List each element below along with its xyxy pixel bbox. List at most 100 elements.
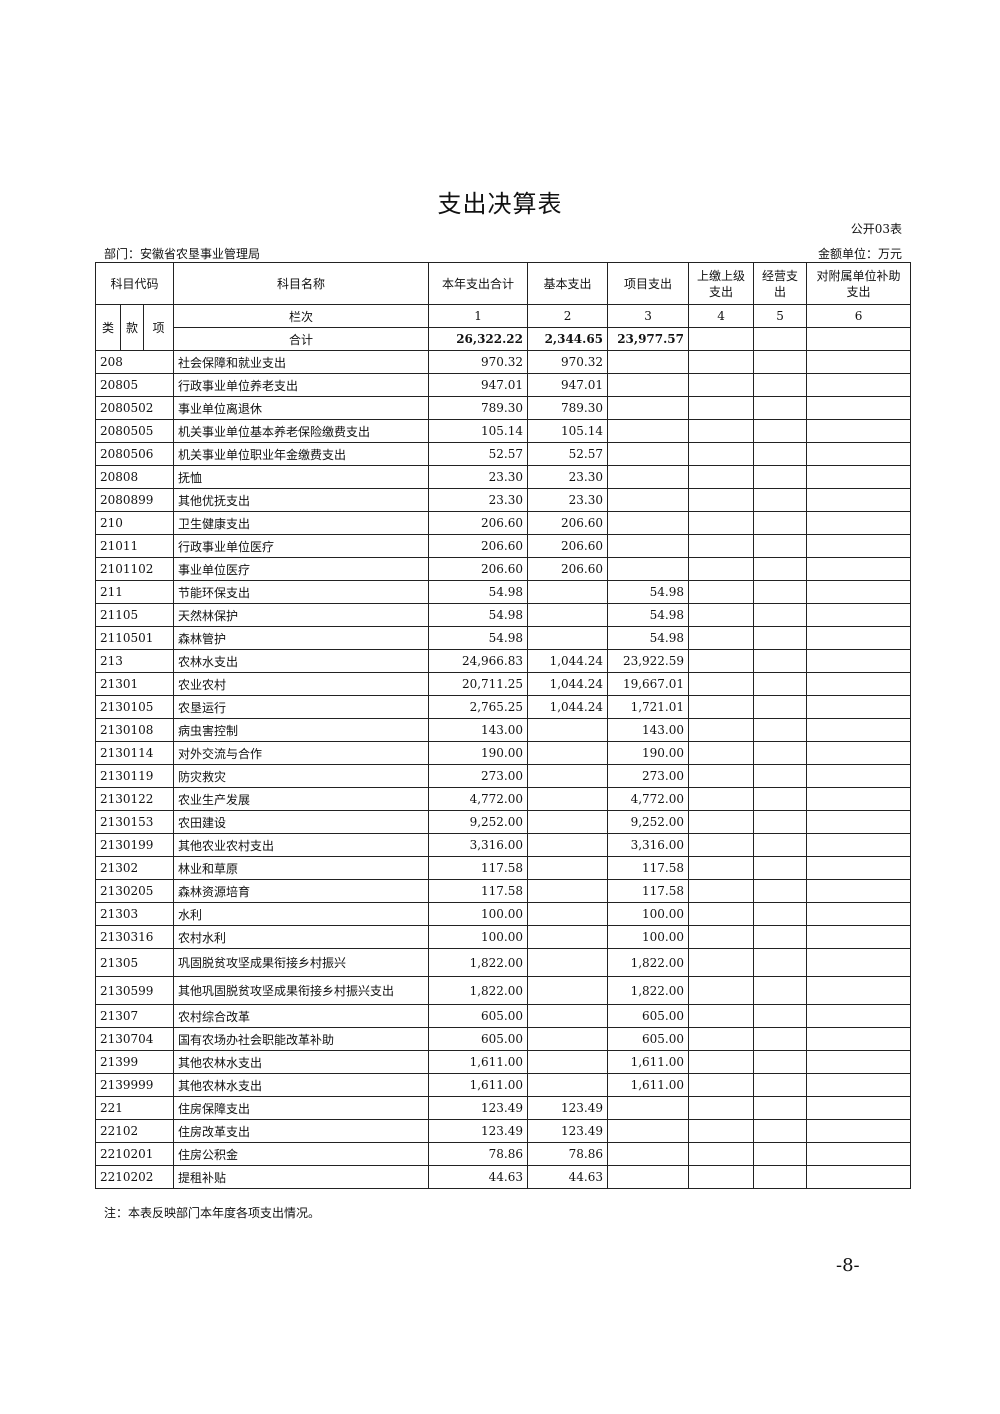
row-operating <box>753 879 808 903</box>
row-total: 117.58 <box>428 856 529 880</box>
amount-unit: 金额单位：万元 <box>817 247 902 261</box>
table-row: 2130316 农村水利 100.00 100.00 <box>94 925 912 949</box>
row-operating <box>753 603 808 627</box>
table-row: 2130599 其他巩固脱贫攻坚成果衔接乡村振兴支出 1,822.00 1,822.0… <box>94 976 912 1005</box>
row-subsidy <box>806 1119 912 1143</box>
row-project: 4,772.00 <box>607 787 690 811</box>
table-row: 21303 水利 100.00 100.00 <box>94 902 912 926</box>
row-subsidy <box>806 695 912 719</box>
row-basic: 123.49 <box>527 1119 609 1143</box>
row-code: 21305 <box>94 948 175 977</box>
row-total: 206.60 <box>428 534 529 558</box>
row-remit <box>688 948 755 977</box>
row-subsidy <box>806 649 912 673</box>
row-operating <box>753 465 808 489</box>
row-code: 21302 <box>94 856 175 880</box>
row-project <box>607 442 690 466</box>
row-total: 3,316.00 <box>428 833 529 857</box>
total-col4 <box>688 327 755 351</box>
row-name: 行政事业单位医疗 <box>173 534 430 558</box>
header-row: 科目代码 科目名称 本年支出合计 基本支出 项目支出 上缴上级支出 经营支出 对… <box>94 262 912 305</box>
row-name: 森林管护 <box>173 626 430 650</box>
row-total: 23.30 <box>428 465 529 489</box>
row-total: 54.98 <box>428 580 529 604</box>
row-operating <box>753 1027 808 1051</box>
row-basic: 206.60 <box>527 511 609 535</box>
row-total: 190.00 <box>428 741 529 765</box>
row-project <box>607 373 690 397</box>
row-operating <box>753 488 808 512</box>
total-col2: 2,344.65 <box>527 327 609 351</box>
row-subsidy <box>806 948 912 977</box>
row-operating <box>753 396 808 420</box>
table-row: 21307 农村综合改革 605.00 605.00 <box>94 1004 912 1028</box>
row-remit <box>688 1119 755 1143</box>
total-row: 合计 26,322.22 2,344.65 23,977.57 <box>96 327 912 351</box>
row-basic: 123.49 <box>527 1096 609 1120</box>
row-operating <box>753 419 808 443</box>
row-remit <box>688 626 755 650</box>
header-basic: 基本支出 <box>527 262 609 305</box>
row-remit <box>688 902 755 926</box>
row-remit <box>688 1073 755 1097</box>
row-name: 农村水利 <box>173 925 430 949</box>
lanci-label: 栏次 <box>173 304 430 328</box>
row-code: 21011 <box>94 534 175 558</box>
table-row: 213 农林水支出 24,966.83 1,044.24 23,922.59 <box>94 649 912 673</box>
row-operating <box>753 580 808 604</box>
row-code: 211 <box>94 580 175 604</box>
table-row: 21399 其他农林水支出 1,611.00 1,611.00 <box>94 1050 912 1074</box>
row-operating <box>753 442 808 466</box>
table-row: 2080505 机关事业单位基本养老保险缴费支出 105.14 105.14 <box>94 419 912 443</box>
row-subsidy <box>806 534 912 558</box>
row-remit <box>688 925 755 949</box>
row-basic: 23.30 <box>527 465 609 489</box>
row-remit <box>688 856 755 880</box>
row-code: 2130114 <box>94 741 175 765</box>
row-project: 117.58 <box>607 856 690 880</box>
table-row: 21305 巩固脱贫攻坚成果衔接乡村振兴 1,822.00 1,822.00 <box>94 948 912 977</box>
row-total: 20,711.25 <box>428 672 529 696</box>
row-operating <box>753 1050 808 1074</box>
row-code: 2130153 <box>94 810 175 834</box>
row-project: 54.98 <box>607 603 690 627</box>
row-project: 54.98 <box>607 580 690 604</box>
row-total: 23.30 <box>428 488 529 512</box>
row-total: 206.60 <box>428 557 529 581</box>
row-operating <box>753 948 808 977</box>
row-remit <box>688 879 755 903</box>
row-remit <box>688 1050 755 1074</box>
row-total: 9,252.00 <box>428 810 529 834</box>
row-name: 住房改革支出 <box>173 1119 430 1143</box>
row-project: 1,611.00 <box>607 1073 690 1097</box>
row-basic <box>527 1050 609 1074</box>
total-col1: 26,322.22 <box>428 327 529 351</box>
row-name: 病虫害控制 <box>173 718 430 742</box>
table-row: 2139999 其他农林水支出 1,611.00 1,611.00 <box>94 1073 912 1097</box>
row-subsidy <box>806 1050 912 1074</box>
row-remit <box>688 534 755 558</box>
row-name: 农林水支出 <box>173 649 430 673</box>
row-project: 190.00 <box>607 741 690 765</box>
row-project: 117.58 <box>607 879 690 903</box>
row-project: 3,316.00 <box>607 833 690 857</box>
row-basic <box>527 925 609 949</box>
row-basic: 78.86 <box>527 1142 609 1166</box>
row-name: 农田建设 <box>173 810 430 834</box>
row-name: 国有农场办社会职能改革补助 <box>173 1027 430 1051</box>
header-subsidy: 对附属单位补助支出 <box>806 262 912 305</box>
row-code: 2110501 <box>94 626 175 650</box>
row-total: 1,822.00 <box>428 948 529 977</box>
form-number: 公开03表 <box>850 222 902 236</box>
row-project <box>607 557 690 581</box>
table-note: 注：本表反映部门本年度各项支出情况。 <box>104 1206 321 1220</box>
row-operating <box>753 1142 808 1166</box>
row-code: 21301 <box>94 672 175 696</box>
row-basic <box>527 856 609 880</box>
row-subsidy <box>806 741 912 765</box>
table-row: 2210202 提租补贴 44.63 44.63 <box>94 1165 912 1189</box>
row-operating <box>753 741 808 765</box>
row-project <box>607 534 690 558</box>
row-code: 2130316 <box>94 925 175 949</box>
row-project: 1,611.00 <box>607 1050 690 1074</box>
